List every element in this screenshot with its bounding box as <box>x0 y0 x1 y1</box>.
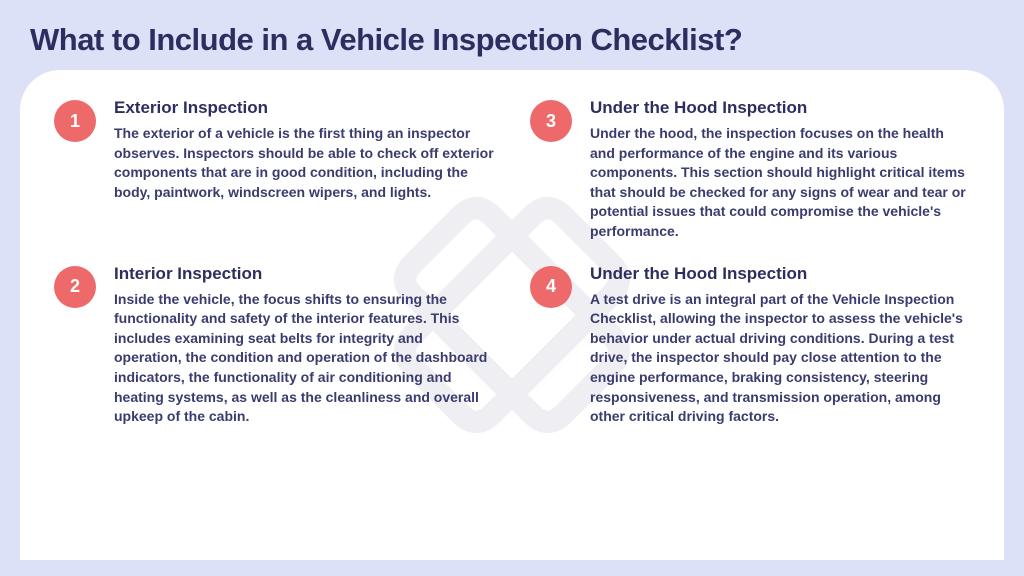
item-title: Exterior Inspection <box>114 98 494 118</box>
item-title: Under the Hood Inspection <box>590 98 970 118</box>
item-content: Exterior Inspection The exterior of a ve… <box>114 98 494 242</box>
item-body: A test drive is an integral part of the … <box>590 290 970 427</box>
item-title: Under the Hood Inspection <box>590 264 970 284</box>
number-badge: 3 <box>530 100 572 142</box>
item-body: Under the hood, the inspection focuses o… <box>590 124 970 242</box>
item-body: Inside the vehicle, the focus shifts to … <box>114 290 494 427</box>
checklist-item: 4 Under the Hood Inspection A test drive… <box>530 264 970 427</box>
number-badge: 1 <box>54 100 96 142</box>
item-content: Under the Hood Inspection Under the hood… <box>590 98 970 242</box>
content-card: 1 Exterior Inspection The exterior of a … <box>20 70 1004 560</box>
item-content: Interior Inspection Inside the vehicle, … <box>114 264 494 427</box>
item-content: Under the Hood Inspection A test drive i… <box>590 264 970 427</box>
items-grid: 1 Exterior Inspection The exterior of a … <box>54 98 970 427</box>
checklist-item: 2 Interior Inspection Inside the vehicle… <box>54 264 494 427</box>
number-badge: 2 <box>54 266 96 308</box>
checklist-item: 3 Under the Hood Inspection Under the ho… <box>530 98 970 242</box>
number-badge: 4 <box>530 266 572 308</box>
item-title: Interior Inspection <box>114 264 494 284</box>
checklist-item: 1 Exterior Inspection The exterior of a … <box>54 98 494 242</box>
item-body: The exterior of a vehicle is the first t… <box>114 124 494 202</box>
